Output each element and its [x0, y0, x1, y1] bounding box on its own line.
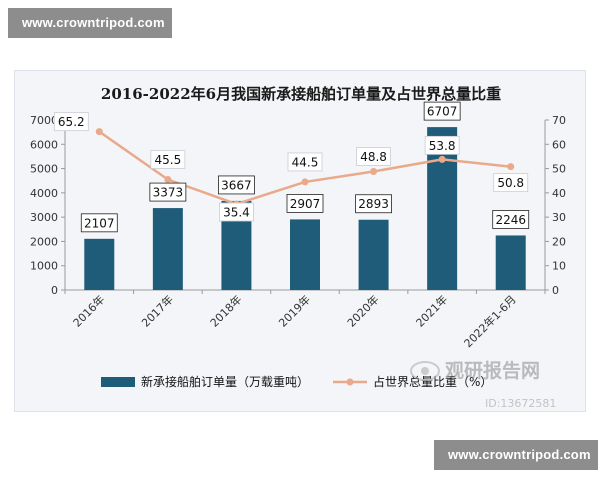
bar-data-label: 2893 [358, 197, 389, 211]
bar-data-label: 2246 [495, 213, 526, 227]
y-left-tick-label: 0 [51, 284, 58, 297]
legend: 新承接船舶订单量（万载重吨） 占世界总量比重（%） [101, 374, 492, 389]
bar [152, 208, 183, 290]
line-data-label: 45.5 [154, 153, 181, 167]
line-data-label-box [53, 112, 89, 132]
x-tick-label: 2022年1-6月 [461, 292, 519, 350]
watermark-id: ID:13672581 [485, 397, 556, 410]
y-right-tick-label: 70 [552, 114, 566, 127]
line-data-label-box [150, 150, 186, 169]
x-tick-label: 2019年 [276, 292, 313, 329]
bar-data-label-box [80, 213, 118, 233]
line-data-label: 50.8 [497, 176, 524, 190]
bar [290, 219, 320, 290]
x-tick-label: 2018年 [207, 292, 244, 329]
y-right-tick-label: 60 [552, 138, 566, 151]
bar-data-label-box [218, 175, 255, 195]
bar-data-label-box [355, 194, 392, 214]
line-data-label: 53.8 [429, 139, 456, 153]
line-data-label: 48.8 [360, 150, 387, 164]
bar [84, 238, 115, 290]
share-point [507, 163, 515, 171]
bar [358, 219, 389, 290]
chart-title: 2016-2022年6月我国新承接船舶订单量及占世界总量比重 [101, 85, 501, 103]
combo-chart: 2016-2022年6月我国新承接船舶订单量及占世界总量比重 0 1000 2000… [30, 85, 566, 410]
chart-panel: 2016-2022年6月我国新承接船舶订单量及占世界总量比重 0 1000 2000… [14, 70, 586, 412]
line-data-label: 44.5 [292, 155, 319, 169]
eye-logo-pupil [421, 367, 429, 375]
line-data-label-box [219, 202, 254, 222]
line-data-label-box [424, 135, 460, 155]
legend-line-marker [346, 378, 354, 386]
y-left-tick-label: 3000 [30, 211, 58, 224]
y-left-tick-label: 4000 [30, 187, 58, 200]
y-left-tick-label: 5000 [30, 163, 58, 176]
site-url-banner-top: www.crowntripod.com [8, 8, 172, 38]
x-tick-label: 2016年 [70, 292, 107, 329]
eye-logo-icon [410, 361, 440, 381]
bar-data-label-box [423, 101, 461, 121]
line-layer [95, 128, 515, 208]
y-right-tick-label: 0 [552, 284, 559, 297]
bar-data-label: 3667 [221, 178, 252, 192]
legend-line-label: 占世界总量比重（%） [373, 374, 492, 389]
bar-data-label: 2907 [290, 197, 321, 211]
bar-data-label-box [149, 182, 187, 202]
y-left-tick-label: 1000 [30, 260, 58, 273]
x-tick-label: 2021年 [413, 292, 450, 329]
line-data-label-box [287, 152, 323, 172]
bar-data-label: 2107 [84, 216, 115, 230]
bar-data-label-box [286, 194, 324, 213]
share-point [95, 128, 103, 136]
share-point [438, 155, 446, 163]
legend-bar-label: 新承接船舶订单量（万载重吨） [141, 374, 309, 389]
y-right-tick-label: 20 [552, 235, 566, 248]
x-tick-label: 2020年 [344, 292, 381, 329]
y-right-tick-label: 50 [552, 163, 566, 176]
y-right-tick-label: 30 [552, 211, 566, 224]
y-right-tick-label: 10 [552, 260, 566, 273]
line-data-label-box [493, 173, 529, 193]
y-right-tick-label: 40 [552, 187, 566, 200]
bar-data-label-box [492, 210, 530, 229]
bar-data-label: 6707 [427, 105, 458, 119]
share-point [370, 167, 378, 175]
y-left-tick-label: 2000 [30, 235, 58, 248]
y-left-tick-label: 6000 [30, 138, 58, 151]
x-tick-label: 2017年 [139, 292, 176, 329]
site-url-banner-bottom: www.crowntripod.com [434, 440, 598, 470]
y-left-tick-label: 7000 [30, 114, 58, 127]
bar-data-label: 3373 [153, 186, 184, 200]
line-data-label-box [356, 147, 391, 166]
share-point [164, 176, 172, 183]
bar [495, 235, 526, 290]
watermark-brand: 观研报告网 [445, 359, 540, 382]
data-labels-layer: 2107 3373 3667 2907 2893 6707 2246 65.2 45.5 35.4… [53, 101, 530, 233]
watermark: 观研报告网 ID:13672581 [410, 359, 556, 410]
legend-bar-swatch [101, 377, 135, 387]
line-data-label: 65.2 [58, 115, 85, 129]
line-data-label: 35.4 [223, 206, 250, 220]
share-point [301, 178, 309, 186]
